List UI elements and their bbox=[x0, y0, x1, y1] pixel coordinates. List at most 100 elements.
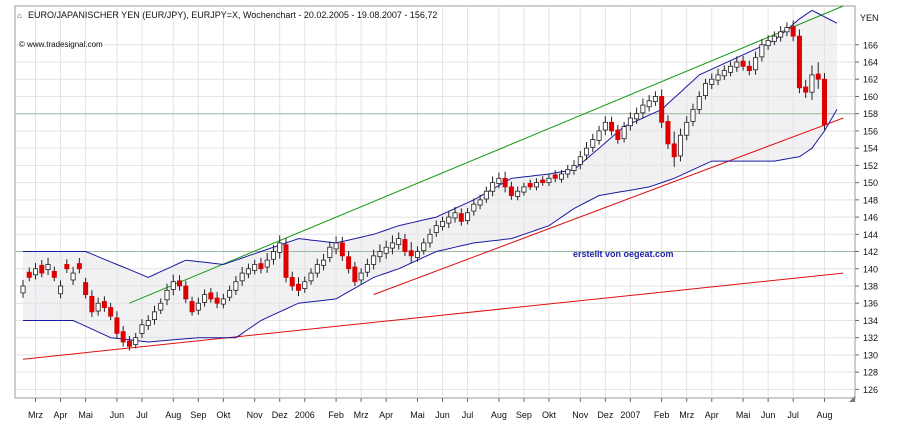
y-tick-label: 148 bbox=[863, 195, 878, 205]
candle bbox=[245, 263, 251, 279]
candle-body-up bbox=[145, 320, 151, 327]
x-tick-label: Feb bbox=[328, 410, 344, 420]
chart-title: EURO/JAPANISCHER YEN (EUR/JPY), EURJPY=X… bbox=[28, 10, 437, 20]
x-tick-label: Jun bbox=[435, 410, 450, 420]
candle bbox=[646, 95, 652, 112]
candle-body-up bbox=[308, 272, 314, 282]
candle bbox=[652, 91, 658, 106]
candle bbox=[765, 35, 771, 50]
candle bbox=[371, 249, 377, 270]
candle-body-up bbox=[245, 268, 251, 275]
candle bbox=[126, 335, 132, 351]
x-tick-label: Jun bbox=[761, 410, 776, 420]
candles bbox=[20, 20, 827, 351]
candle bbox=[64, 259, 70, 274]
candle bbox=[703, 78, 709, 100]
candle bbox=[402, 233, 408, 257]
candle bbox=[308, 268, 314, 285]
x-tick-label: Sep bbox=[516, 410, 532, 420]
y-tick-label: 142 bbox=[863, 247, 878, 257]
candle-body-up bbox=[696, 96, 702, 110]
candle-body-up bbox=[477, 199, 483, 206]
candle bbox=[615, 124, 621, 144]
x-tick-label: Mai bbox=[410, 410, 425, 420]
resize-grip-icon[interactable]: ◢ bbox=[849, 394, 856, 403]
candle bbox=[302, 276, 308, 293]
candle bbox=[252, 259, 258, 275]
candle-body-down bbox=[803, 86, 809, 93]
y-tick-label: 162 bbox=[863, 75, 878, 85]
candle-body-up bbox=[414, 251, 420, 258]
candle-body-down bbox=[89, 295, 95, 313]
candle-body-down bbox=[402, 239, 408, 252]
candle-body-down bbox=[283, 244, 289, 278]
candle-body-up bbox=[646, 100, 652, 108]
candle bbox=[477, 194, 483, 210]
candle bbox=[796, 29, 802, 94]
candle-body-up bbox=[20, 285, 26, 294]
candle bbox=[571, 160, 577, 175]
candle bbox=[414, 246, 420, 262]
candle-body-up bbox=[421, 242, 427, 252]
annotation-text: erstellt von oegeat.com bbox=[573, 249, 674, 259]
candle-body-up bbox=[471, 203, 477, 212]
candle bbox=[734, 56, 740, 72]
y-tick-label: 136 bbox=[863, 299, 878, 309]
candle bbox=[177, 275, 183, 291]
candle bbox=[490, 176, 496, 197]
x-tick-label: Aug bbox=[165, 410, 181, 420]
candle-body-up bbox=[70, 272, 76, 281]
candle-body-up bbox=[239, 272, 245, 282]
candle-body-down bbox=[458, 213, 464, 222]
candle-body-up bbox=[202, 294, 208, 303]
candle bbox=[296, 277, 302, 297]
x-tick-label: Jun bbox=[110, 410, 125, 420]
candle bbox=[803, 79, 809, 98]
candle bbox=[458, 208, 464, 226]
candle bbox=[452, 207, 458, 223]
candle bbox=[546, 174, 552, 187]
candle-body-up bbox=[396, 238, 402, 246]
candle-body-down bbox=[114, 317, 120, 334]
y-tick-label: 138 bbox=[863, 282, 878, 292]
y-tick-label: 150 bbox=[863, 178, 878, 188]
candle bbox=[364, 258, 370, 277]
candle bbox=[515, 186, 521, 201]
candle bbox=[577, 151, 583, 170]
y-tick-label: 164 bbox=[863, 58, 878, 68]
candle-body-down bbox=[352, 266, 358, 283]
y-tick-label: 158 bbox=[863, 109, 878, 119]
candle bbox=[634, 107, 640, 124]
candle bbox=[264, 253, 270, 273]
candle-body-down bbox=[821, 78, 827, 126]
y-tick-label: 134 bbox=[863, 316, 878, 326]
x-tick-label: Mrz bbox=[28, 410, 43, 420]
candle-body-up bbox=[634, 113, 640, 120]
candle bbox=[621, 121, 627, 143]
candle-body-up bbox=[452, 212, 458, 219]
candle bbox=[496, 172, 502, 189]
candle bbox=[715, 68, 721, 86]
candle-body-down bbox=[101, 301, 107, 308]
y-axis-ticks: 126 128 130 132 134 136 138 140 142 144 146 148 150 1… bbox=[855, 40, 878, 395]
candle bbox=[164, 283, 170, 306]
candle bbox=[508, 181, 514, 200]
candle-body-down bbox=[76, 263, 82, 270]
x-tick-label: Jul bbox=[136, 410, 148, 420]
candle-body-up bbox=[58, 285, 64, 295]
candle bbox=[665, 115, 671, 149]
candle bbox=[565, 164, 571, 178]
horizontal-lines bbox=[15, 113, 855, 253]
candle-body-up bbox=[33, 268, 39, 276]
candle bbox=[189, 296, 195, 316]
candle-body-up bbox=[784, 27, 790, 33]
candle-body-down bbox=[552, 174, 558, 179]
candle-body-up bbox=[277, 242, 283, 253]
candle-body-down bbox=[659, 96, 665, 123]
candle bbox=[239, 266, 245, 286]
candle-body-down bbox=[214, 297, 220, 304]
candle-body-up bbox=[158, 302, 164, 311]
candle bbox=[590, 133, 596, 152]
y-tick-label: 140 bbox=[863, 264, 878, 274]
candle bbox=[396, 232, 402, 250]
